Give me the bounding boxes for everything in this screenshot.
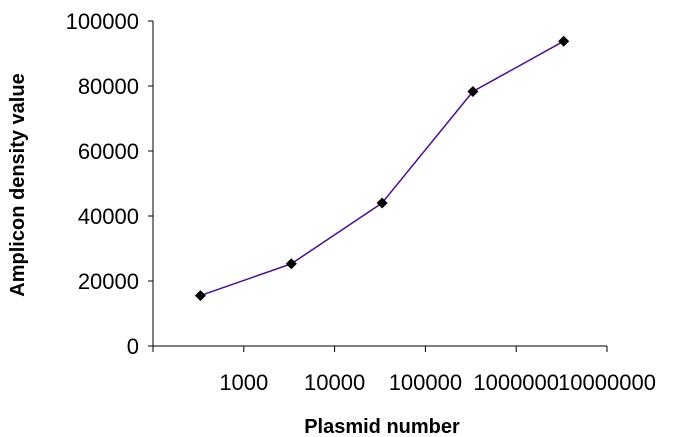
plot-series	[194, 35, 570, 302]
x-tick-label: 1000000	[473, 370, 559, 395]
x-tick-label: 1000	[219, 370, 268, 395]
y-ticks: 0 20000 40000 60000 80000 100000	[66, 9, 153, 359]
series-line	[200, 40, 565, 297]
x-ticks: 1000 10000 100000 1000000 10000000	[152, 346, 656, 395]
x-tick-label: 10000	[304, 370, 365, 395]
y-tick-label: 40000	[78, 204, 139, 229]
data-point-marker	[194, 290, 206, 302]
y-tick-label: 80000	[78, 74, 139, 99]
y-tick-label: 100000	[66, 9, 139, 34]
x-axis: 1000 10000 100000 1000000 10000000	[152, 345, 656, 395]
x-tick-label: 100000	[389, 370, 462, 395]
y-axis: 0 20000 40000 60000 80000 100000	[66, 9, 154, 359]
data-point-marker	[558, 35, 570, 47]
data-point-marker	[376, 197, 388, 209]
y-axis-title: Amplicon density value	[7, 73, 29, 296]
data-point-marker	[285, 258, 297, 270]
y-tick-label: 60000	[78, 139, 139, 164]
data-point-marker	[467, 86, 479, 97]
y-tick-label: 0	[127, 334, 139, 359]
x-tick-label: 10000000	[558, 370, 656, 395]
y-tick-label: 20000	[78, 269, 139, 294]
x-axis-title: Plasmid number	[304, 416, 460, 437]
